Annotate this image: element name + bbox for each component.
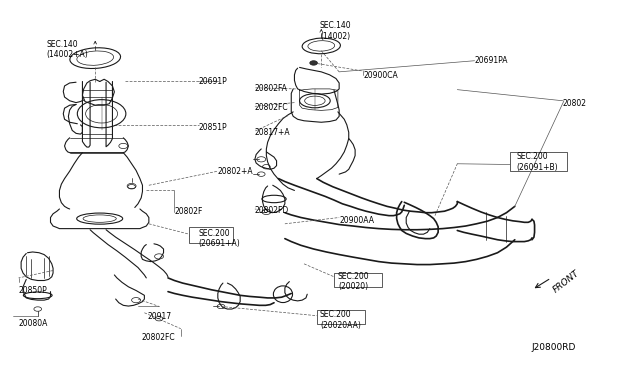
Text: 20851P: 20851P [198, 123, 227, 132]
Text: 20691P: 20691P [198, 77, 227, 86]
Text: J20800RD: J20800RD [531, 343, 575, 352]
Circle shape [310, 61, 317, 65]
Text: 20802FA: 20802FA [255, 84, 288, 93]
Text: 20850P: 20850P [19, 286, 47, 295]
Text: SEC.140
(14002): SEC.140 (14002) [320, 21, 351, 41]
Text: 20691PA: 20691PA [474, 56, 508, 65]
Bar [510, 152, 566, 171]
Text: 20900CA: 20900CA [364, 71, 398, 80]
Bar [189, 227, 232, 243]
Text: SEC.200
(20020AA): SEC.200 (20020AA) [320, 311, 361, 330]
Bar [317, 310, 365, 324]
Text: 20802: 20802 [563, 99, 587, 108]
Text: FRONT: FRONT [551, 269, 581, 295]
Bar [334, 273, 382, 287]
Text: SEC.200
(20020): SEC.200 (20020) [338, 272, 369, 291]
Text: SEC.200
(26091+B): SEC.200 (26091+B) [516, 152, 558, 171]
Text: 20802F: 20802F [174, 208, 203, 217]
Text: SEC.140
(14002+A): SEC.140 (14002+A) [47, 40, 88, 59]
Text: 20802+A: 20802+A [218, 167, 253, 176]
Text: 20802FC: 20802FC [141, 333, 175, 342]
Text: SEC.200
(20691+A): SEC.200 (20691+A) [198, 229, 241, 248]
Text: 20802FC: 20802FC [255, 103, 289, 112]
Text: 20802FD: 20802FD [255, 206, 289, 215]
Text: 20080A: 20080A [19, 319, 48, 328]
Text: 20917: 20917 [148, 312, 172, 321]
Text: 20900AA: 20900AA [339, 216, 374, 225]
Text: 20817+A: 20817+A [255, 128, 291, 137]
